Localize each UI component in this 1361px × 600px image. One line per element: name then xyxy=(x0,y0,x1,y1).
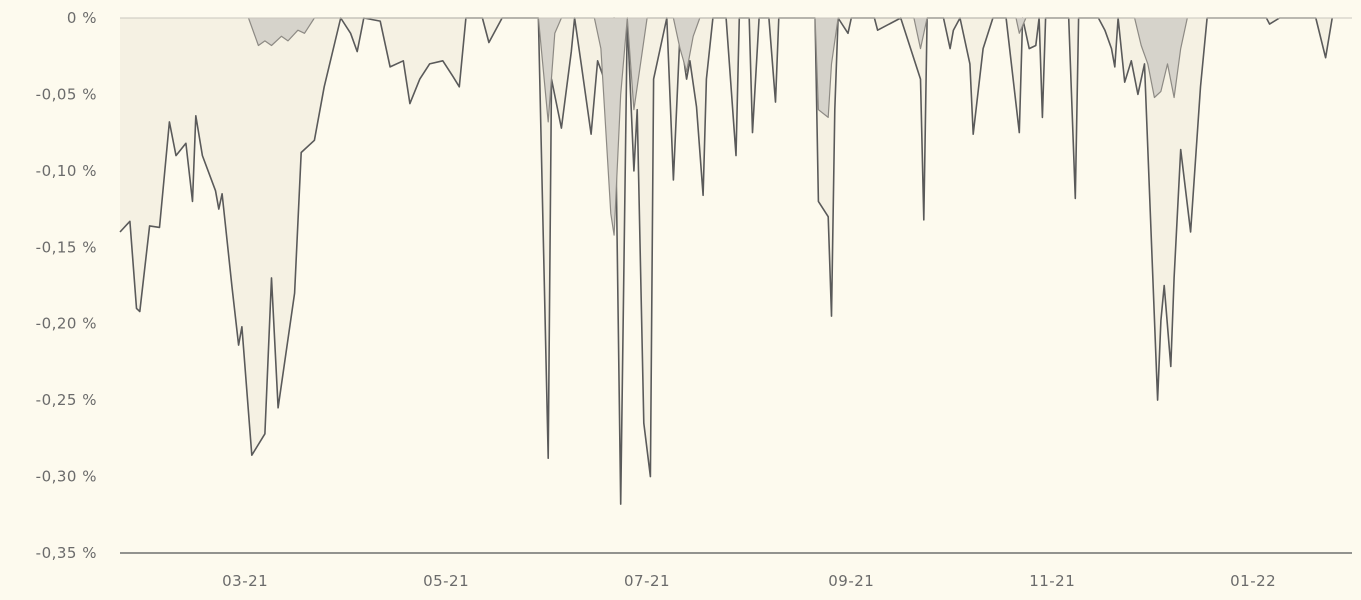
y-tick-label: -0,05 % xyxy=(36,85,97,103)
y-tick-label: -0,20 % xyxy=(36,315,97,333)
y-tick-label: -0,10 % xyxy=(36,162,97,180)
y-tick-label: -0,15 % xyxy=(36,238,97,256)
x-tick-label: 05-21 xyxy=(423,572,469,590)
y-axis: 0 % -0,05 % -0,10 % -0,15 % -0,20 % -0,25 % -0… xyxy=(36,9,97,562)
x-tick-label: 09-21 xyxy=(828,572,874,590)
series-1-line xyxy=(247,17,1188,236)
y-tick-label: -0,35 % xyxy=(36,544,97,562)
series-0-line xyxy=(119,17,1333,505)
x-tick-label: 07-21 xyxy=(624,572,670,590)
y-tick-label: -0,25 % xyxy=(36,391,97,409)
x-tick-label: 01-22 xyxy=(1230,572,1276,590)
y-tick-label: 0 % xyxy=(67,9,97,27)
y-tick-label: -0,30 % xyxy=(36,468,97,486)
series-0-area xyxy=(120,18,1333,505)
x-axis: 03-21 05-21 07-21 09-21 11-21 01-22 xyxy=(222,572,1276,590)
x-tick-label: 03-21 xyxy=(222,572,268,590)
x-tick-label: 11-21 xyxy=(1029,572,1075,590)
series-layer xyxy=(119,17,1333,505)
